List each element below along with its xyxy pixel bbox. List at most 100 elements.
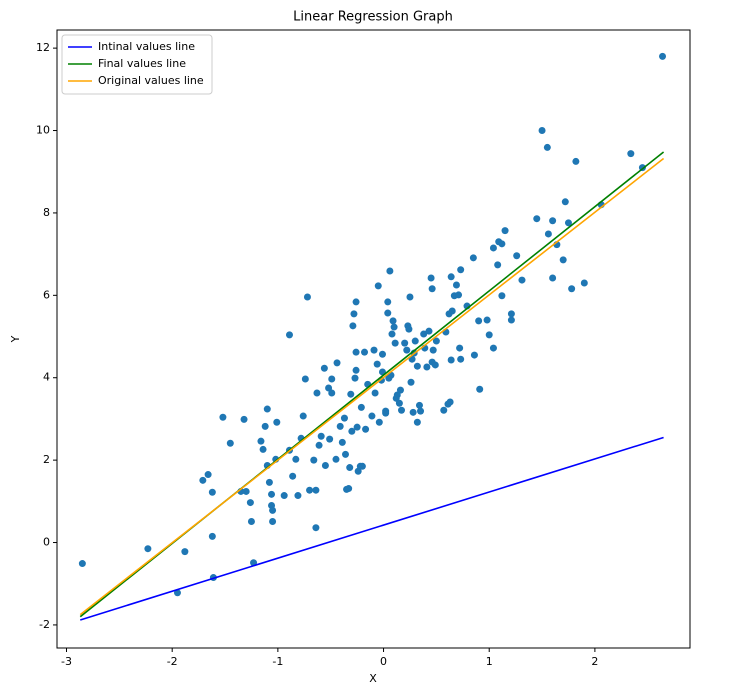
scatter-point	[391, 339, 399, 347]
scatter-point	[382, 409, 390, 417]
scatter-point	[564, 219, 572, 227]
scatter-point	[306, 486, 314, 494]
scatter-point	[259, 445, 267, 453]
scatter-point	[452, 281, 460, 289]
scatter-point	[294, 492, 302, 500]
scatter-point	[299, 412, 307, 420]
scatter-point	[378, 350, 386, 358]
chart-title: Linear Regression Graph	[293, 10, 453, 25]
scatter-point	[417, 407, 425, 415]
scatter-point	[485, 331, 493, 339]
scatter-point	[389, 317, 397, 325]
scatter-point	[345, 485, 353, 493]
scatter-point	[448, 307, 456, 315]
scatter-point	[572, 157, 580, 165]
y-tick-label: 0	[43, 536, 50, 549]
scatter-point	[371, 389, 379, 397]
scatter-point	[513, 252, 521, 260]
y-tick-label: 2	[43, 453, 50, 466]
scatter-point	[431, 361, 439, 369]
scatter-point	[420, 330, 428, 338]
scatter-point	[346, 464, 354, 472]
scatter-point	[440, 406, 448, 414]
scatter-point	[428, 285, 436, 293]
scatter-point	[333, 359, 341, 367]
scatter-point	[469, 254, 477, 262]
x-tick-label: 0	[380, 655, 387, 668]
plot-frame	[56, 29, 691, 649]
scatter-point	[518, 276, 526, 284]
y-tick-label: 12	[36, 41, 50, 54]
scatter-point	[247, 518, 255, 526]
scatter-point	[246, 499, 254, 507]
x-tick-label: -2	[167, 655, 178, 668]
y-tick-label: 8	[43, 206, 50, 219]
scatter-point	[374, 282, 382, 290]
scatter-point	[362, 425, 370, 433]
scatter-point	[407, 378, 415, 386]
scatter-point	[494, 261, 502, 269]
scatter-point	[350, 310, 358, 318]
scatter-point	[261, 422, 269, 430]
scatter-point	[315, 441, 323, 449]
scatter-point	[396, 386, 404, 394]
scatter-point	[425, 327, 433, 335]
scatter-point	[352, 366, 360, 374]
scatter-point	[390, 323, 398, 331]
scatter-point	[181, 548, 189, 556]
scatter-point	[358, 462, 366, 470]
scatter-point	[204, 471, 212, 479]
scatter-point	[475, 317, 483, 325]
scatter-point	[353, 423, 361, 431]
scatter-point	[507, 310, 515, 318]
scatter-point	[240, 415, 248, 423]
scatter-point	[549, 217, 557, 225]
scatter-point	[242, 487, 250, 495]
scatter-point	[384, 298, 392, 306]
scatter-point	[489, 344, 497, 352]
scatter-point	[292, 455, 300, 463]
scatter-point	[361, 348, 369, 356]
x-tick-label: 2	[591, 655, 598, 668]
scatter-point	[476, 385, 484, 393]
scatter-point	[446, 398, 454, 406]
scatter-point	[470, 351, 478, 359]
x-axis-label: X	[369, 672, 377, 685]
legend-label: Original values line	[98, 74, 204, 87]
scatter-point	[483, 316, 491, 324]
x-tick-label: 1	[486, 655, 493, 668]
y-tick-label: 10	[36, 124, 50, 137]
scatter-point	[208, 532, 216, 540]
scatter-point	[303, 293, 311, 301]
legend-label: Intinal values line	[98, 40, 195, 53]
scatter-point	[368, 412, 376, 420]
scatter-point	[538, 127, 546, 135]
scatter-point	[415, 401, 423, 409]
scatter-point	[348, 427, 356, 435]
scatter-point	[507, 316, 515, 324]
legend-label: Final values line	[98, 57, 186, 70]
scatter-point	[336, 422, 344, 430]
scatter-point	[413, 362, 421, 370]
scatter-point	[312, 486, 320, 494]
scatter-point	[269, 506, 277, 514]
scatter-point	[501, 227, 509, 235]
scatter-point	[533, 215, 541, 223]
x-tick-label: -3	[61, 655, 72, 668]
scatter-point	[352, 348, 360, 356]
scatter-point	[561, 198, 569, 206]
scatter-point	[321, 461, 329, 469]
scatter-point	[401, 339, 409, 347]
scatter-point	[375, 418, 383, 426]
scatter-point	[273, 418, 281, 426]
scatter-point	[498, 292, 506, 300]
scatter-point	[455, 291, 463, 299]
scatter-point	[78, 560, 86, 568]
y-tick-label: 6	[43, 288, 50, 301]
scatter-point	[627, 150, 635, 158]
x-tick-label: -1	[272, 655, 283, 668]
y-tick-label: -2	[39, 618, 50, 631]
scatter-point	[457, 355, 465, 363]
line	[80, 436, 664, 621]
